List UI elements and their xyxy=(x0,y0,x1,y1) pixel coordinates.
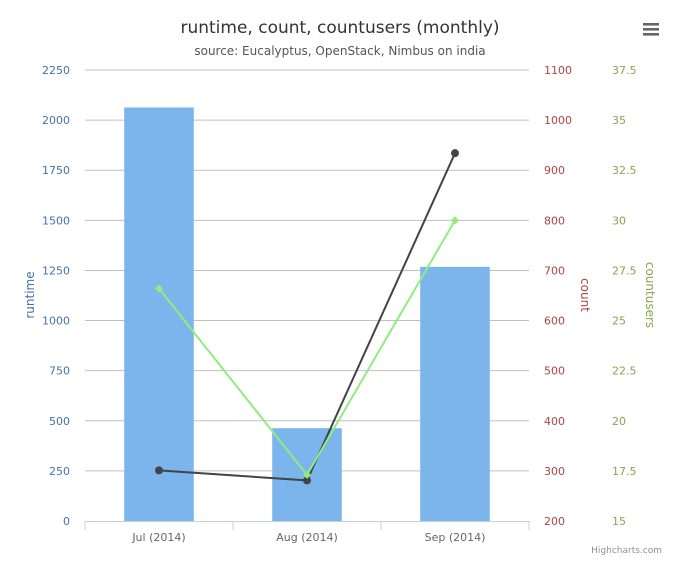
runtime-tick-label: 1750 xyxy=(42,164,70,177)
runtime-tick-label: 1250 xyxy=(42,264,70,277)
count-tick-label: 600 xyxy=(544,315,565,328)
countusers-tick-label: 17.5 xyxy=(612,465,637,478)
axes: Jul (2014) Aug (2014) Sep (2014) 0 250 500 750… xyxy=(23,64,657,544)
countusers-point xyxy=(155,284,163,293)
count-point xyxy=(451,149,459,158)
runtime-tick-label: 1500 xyxy=(42,214,70,227)
x-tick-label: Sep (2014) xyxy=(425,531,486,544)
countusers-point xyxy=(451,216,459,225)
count-tick-label: 200 xyxy=(544,515,565,528)
hamburger-menu-icon[interactable] xyxy=(638,18,664,40)
runtime-tick-label: 500 xyxy=(49,415,70,428)
runtime-bar xyxy=(124,107,194,522)
count-point xyxy=(155,466,163,475)
chart-subtitle: source: Eucalyptus, OpenStack, Nimbus on… xyxy=(194,44,485,58)
countusers-tick-label: 22.5 xyxy=(612,365,637,378)
count-tick-label: 800 xyxy=(544,214,565,227)
line-series xyxy=(155,149,459,485)
countusers-tick-label: 15 xyxy=(612,515,626,528)
count-tick-label: 500 xyxy=(544,365,565,378)
x-tick-label: Aug (2014) xyxy=(276,531,338,544)
countusers-tick-label: 32.5 xyxy=(612,164,637,177)
count-tick-label: 300 xyxy=(544,465,565,478)
runtime-tick-label: 2250 xyxy=(42,64,70,77)
count-tick-label: 1000 xyxy=(544,114,572,127)
countusers-tick-label: 37.5 xyxy=(612,64,637,77)
runtime-tick-label: 0 xyxy=(63,515,70,528)
countusers-tick-label: 25 xyxy=(612,315,626,328)
count-tick-label: 400 xyxy=(544,415,565,428)
count-point xyxy=(303,476,311,485)
count-tick-label: 900 xyxy=(544,164,565,177)
runtime-axis-title: runtime xyxy=(23,271,37,318)
countusers-tick-label: 35 xyxy=(612,114,626,127)
count-tick-label: 700 xyxy=(544,264,565,277)
countusers-point xyxy=(303,470,311,479)
credits-link[interactable]: Highcharts.com xyxy=(591,546,662,556)
chart-title: runtime, count, countusers (monthly) xyxy=(180,18,499,38)
countusers-tick-label: 30 xyxy=(612,214,626,227)
runtime-tick-label: 2000 xyxy=(42,114,70,127)
x-tick-label: Jul (2014) xyxy=(131,531,185,544)
countusers-axis-title: countusers xyxy=(643,262,657,328)
runtime-bar xyxy=(420,266,490,521)
countusers-tick-label: 27.5 xyxy=(612,264,637,277)
count-tick-label: 1100 xyxy=(544,64,572,77)
runtime-tick-label: 1000 xyxy=(42,315,70,328)
runtime-tick-label: 750 xyxy=(49,365,70,378)
runtime-tick-label: 250 xyxy=(49,465,70,478)
countusers-tick-label: 20 xyxy=(612,415,626,428)
count-axis-title: count xyxy=(578,278,592,312)
